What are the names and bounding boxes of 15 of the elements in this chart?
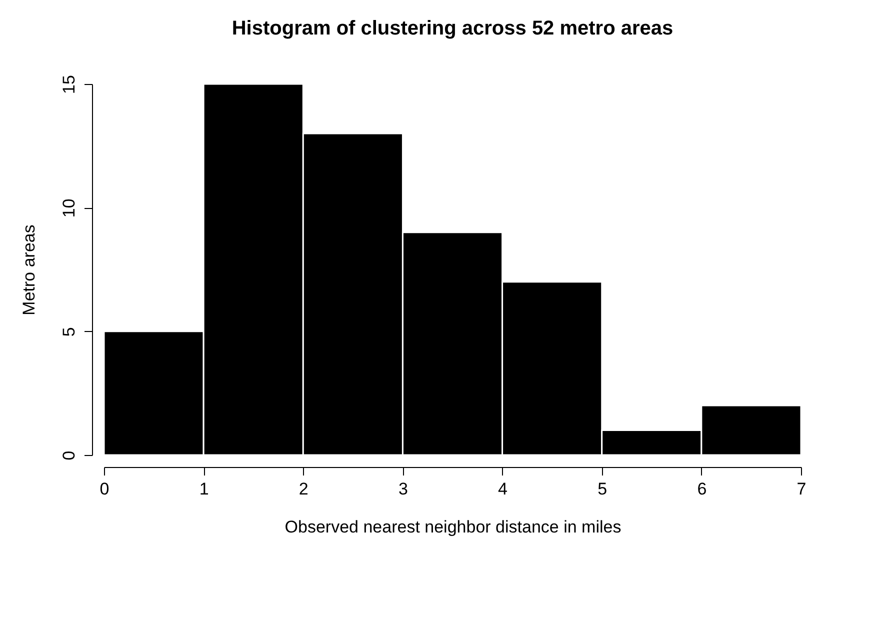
y-tick-label: 10: [60, 198, 78, 218]
x-tick-label: 4: [498, 480, 508, 498]
chart-title: Histogram of clustering across 52 metro areas: [232, 18, 674, 40]
x-tick-label: 0: [100, 480, 110, 498]
x-tick-label: 3: [398, 480, 408, 498]
x-tick-label: 2: [298, 480, 308, 498]
x-tick-label: 5: [598, 480, 608, 498]
y-axis-title: Metro areas: [20, 224, 38, 316]
y-tick-label: 5: [60, 327, 78, 337]
x-tick-label: 7: [796, 480, 806, 498]
y-tick-label: 0: [60, 450, 78, 460]
x-tick-label: 1: [199, 480, 209, 498]
x-tick-label: 6: [697, 480, 707, 498]
y-tick-label: 15: [60, 75, 78, 94]
x-axis-title: Observed nearest neighbor distance in miles: [284, 518, 622, 536]
